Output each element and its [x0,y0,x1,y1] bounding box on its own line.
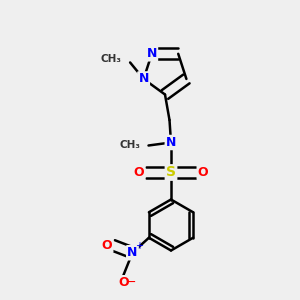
Text: N: N [127,246,138,259]
Text: CH₃: CH₃ [101,55,122,64]
Text: CH₃: CH₃ [119,140,140,151]
Text: O: O [134,166,144,179]
Text: +: + [135,241,143,251]
Text: O: O [102,239,112,252]
Text: S: S [166,166,176,179]
Text: O: O [198,166,208,179]
Text: N: N [166,136,176,149]
Text: −: − [126,276,136,289]
Text: N: N [147,47,157,60]
Text: O: O [118,276,129,289]
Text: N: N [138,73,149,85]
